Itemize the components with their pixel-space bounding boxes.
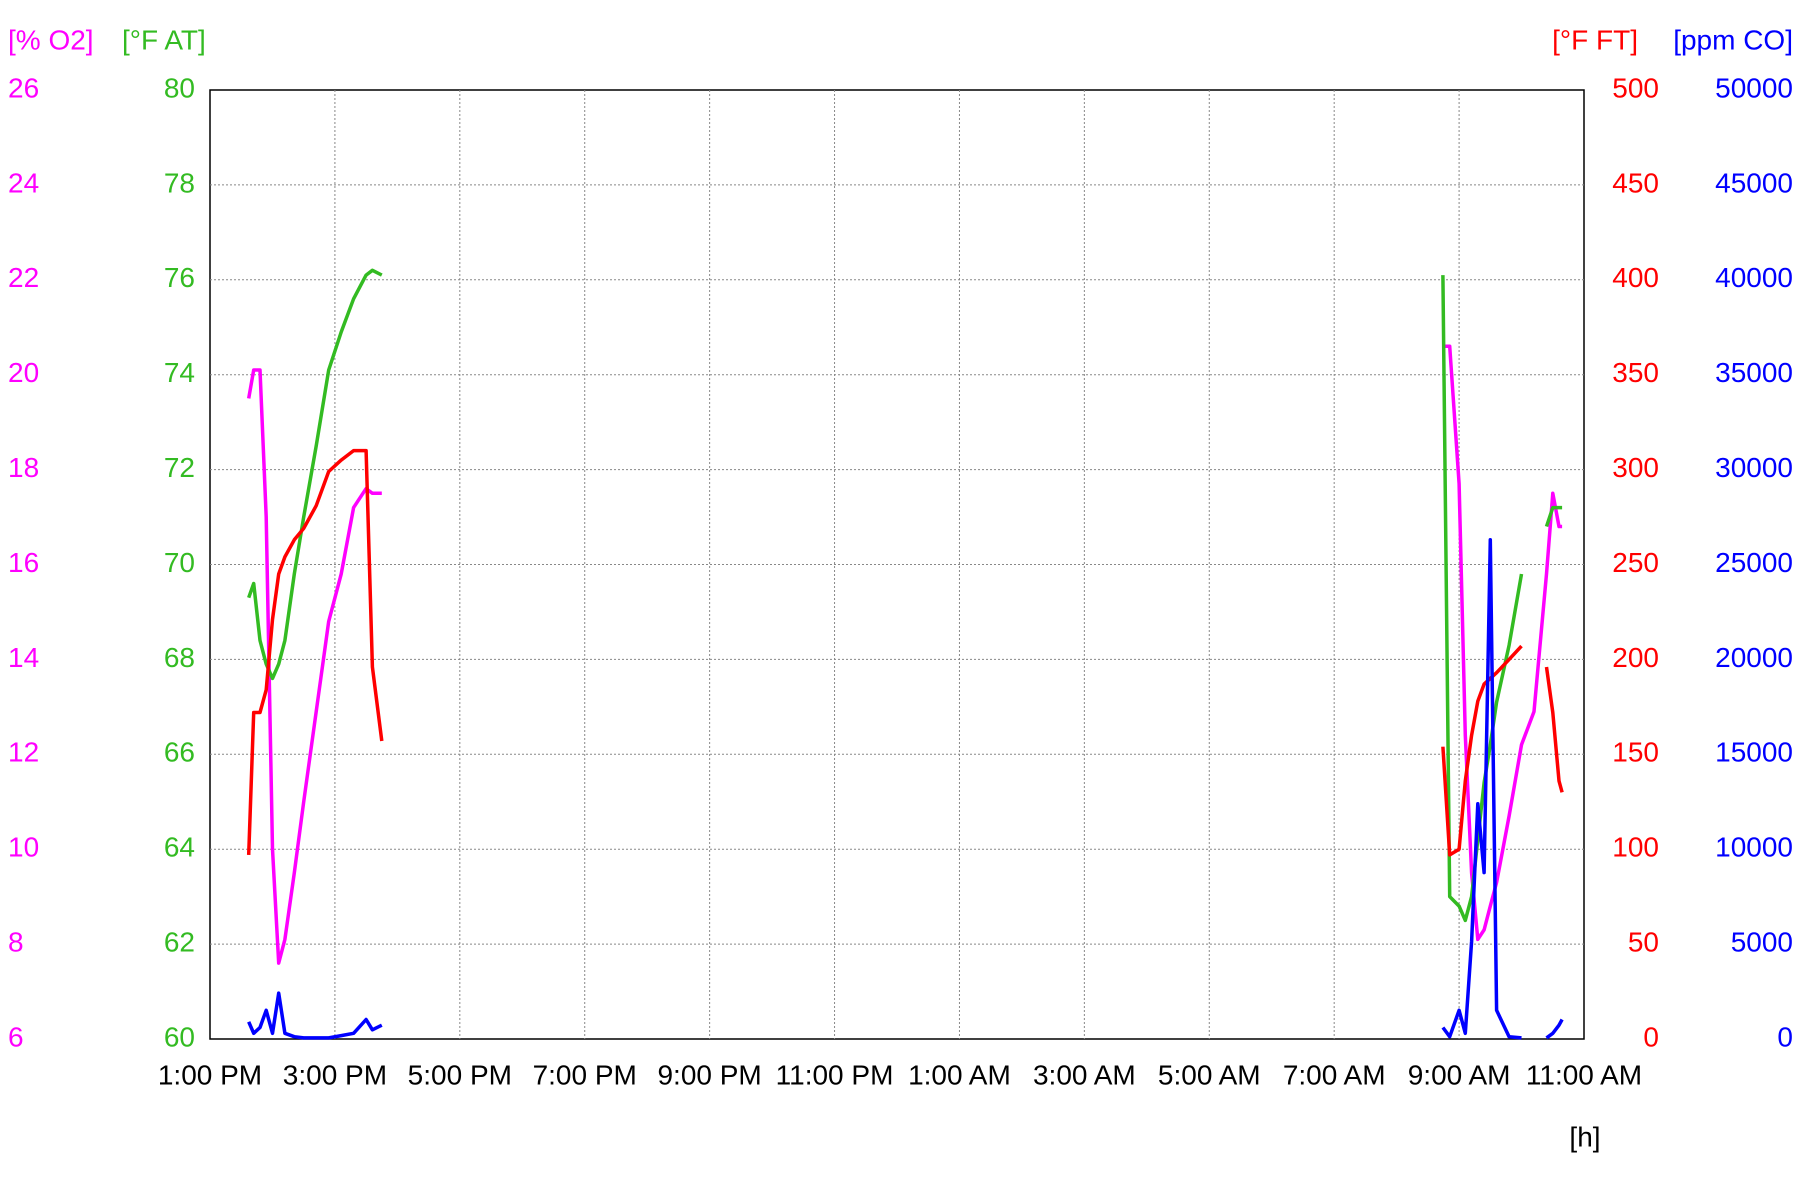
y4-tick-label: 30000	[1715, 452, 1793, 483]
y3-tick-label: 300	[1612, 452, 1659, 483]
y-axis-label: [% O2]	[8, 24, 94, 55]
y2-tick-label: 76	[164, 262, 195, 293]
y3-tick-label: 350	[1612, 357, 1659, 388]
x-tick-label: 3:00 PM	[283, 1059, 387, 1090]
y-tick-label: 20	[8, 357, 39, 388]
y4-tick-label: 40000	[1715, 262, 1793, 293]
y4-tick-label: 25000	[1715, 547, 1793, 578]
y-tick-label: 26	[8, 72, 39, 103]
y4-tick-label: 45000	[1715, 167, 1793, 198]
y-tick-label: 22	[8, 262, 39, 293]
y4-tick-label: 15000	[1715, 737, 1793, 768]
x-tick-label: 7:00 PM	[533, 1059, 637, 1090]
x-tick-label: 1:00 AM	[908, 1059, 1011, 1090]
y2-tick-label: 64	[164, 832, 195, 863]
y2-tick-label: 80	[164, 72, 195, 103]
x-axis-label: [h]	[1569, 1121, 1600, 1152]
y3-tick-label: 450	[1612, 167, 1659, 198]
y3-tick-label: 400	[1612, 262, 1659, 293]
y2-tick-label: 62	[164, 926, 195, 957]
y4-tick-label: 5000	[1731, 926, 1793, 957]
y-tick-label: 12	[8, 737, 39, 768]
y4-tick-label: 10000	[1715, 832, 1793, 863]
y-tick-label: 14	[8, 642, 39, 673]
y-tick-label: 10	[8, 832, 39, 863]
y2-tick-label: 70	[164, 547, 195, 578]
y2-tick-label: 60	[164, 1021, 195, 1052]
y4-tick-label: 0	[1777, 1021, 1793, 1052]
y-tick-label: 6	[8, 1021, 24, 1052]
y4-tick-label: 50000	[1715, 72, 1793, 103]
y2-tick-label: 68	[164, 642, 195, 673]
x-tick-label: 9:00 AM	[1408, 1059, 1511, 1090]
y2-tick-label: 66	[164, 737, 195, 768]
x-tick-label: 11:00 PM	[776, 1059, 894, 1090]
data-line	[246, 448, 1564, 857]
plot-frame	[209, 89, 1585, 1040]
y2-tick-label: 78	[164, 167, 195, 198]
y4-tick-label: 35000	[1715, 357, 1793, 388]
y2-axis-label: [°F AT]	[122, 24, 206, 55]
y3-tick-label: 50	[1628, 926, 1659, 957]
y3-tick-label: 500	[1612, 72, 1659, 103]
x-tick-label: 11:00 AM	[1526, 1059, 1642, 1090]
y3-tick-label: 150	[1612, 737, 1659, 768]
x-tick-label: 5:00 AM	[1158, 1059, 1261, 1090]
y2-tick-label: 72	[164, 452, 195, 483]
x-tick-label: 5:00 PM	[408, 1059, 512, 1090]
y-tick-label: 16	[8, 547, 39, 578]
x-tick-label: 7:00 AM	[1283, 1059, 1386, 1090]
x-tick-label: 1:00 PM	[158, 1059, 262, 1090]
y-tick-label: 18	[8, 452, 39, 483]
y-tick-label: 24	[8, 167, 39, 198]
y3-tick-label: 200	[1612, 642, 1659, 673]
x-tick-label: 3:00 AM	[1033, 1059, 1136, 1090]
data-line	[247, 268, 1563, 923]
y3-tick-label: 0	[1643, 1021, 1659, 1052]
y2-tick-label: 74	[164, 357, 195, 388]
x-tick-label: 9:00 PM	[657, 1059, 761, 1090]
y3-tick-label: 250	[1612, 547, 1659, 578]
data-line	[247, 538, 1564, 1040]
y3-axis-label: [°F FT]	[1552, 24, 1638, 55]
y3-tick-label: 100	[1612, 832, 1659, 863]
y4-tick-label: 20000	[1715, 642, 1793, 673]
y-tick-label: 8	[8, 926, 24, 957]
data-line	[246, 344, 1563, 965]
y4-axis-label: [ppm CO]	[1673, 24, 1793, 55]
